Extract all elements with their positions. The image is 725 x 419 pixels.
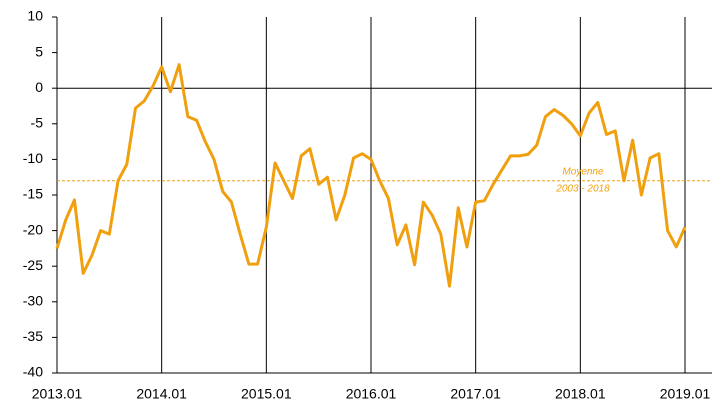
reference-label: 2003 - 2018 xyxy=(555,183,610,194)
x-tick-label: 2017.01 xyxy=(450,386,501,402)
x-tick-label: 2018.01 xyxy=(555,386,606,402)
x-tick-label: 2016.01 xyxy=(346,386,397,402)
y-tick-label: -35 xyxy=(23,328,43,344)
y-tick-label: -10 xyxy=(23,150,43,166)
x-tick-label: 2014.01 xyxy=(136,386,187,402)
y-tick-label: 5 xyxy=(35,43,43,59)
y-tick-label: -15 xyxy=(23,186,43,202)
y-tick-label: -20 xyxy=(23,221,43,237)
x-tick-label: 2019.01 xyxy=(660,386,711,402)
series-line xyxy=(55,63,687,288)
y-tick-label: 0 xyxy=(35,79,43,95)
y-tick-label: -40 xyxy=(23,364,43,380)
y-tick-label: -30 xyxy=(23,293,43,309)
x-tick-label: 2013.01 xyxy=(32,386,83,402)
y-tick-label: -5 xyxy=(31,115,44,131)
reference-label: Moyenne xyxy=(562,166,604,177)
y-tick-label: 10 xyxy=(27,8,43,24)
y-tick-label: -25 xyxy=(23,257,43,273)
x-tick-label: 2015.01 xyxy=(241,386,292,402)
